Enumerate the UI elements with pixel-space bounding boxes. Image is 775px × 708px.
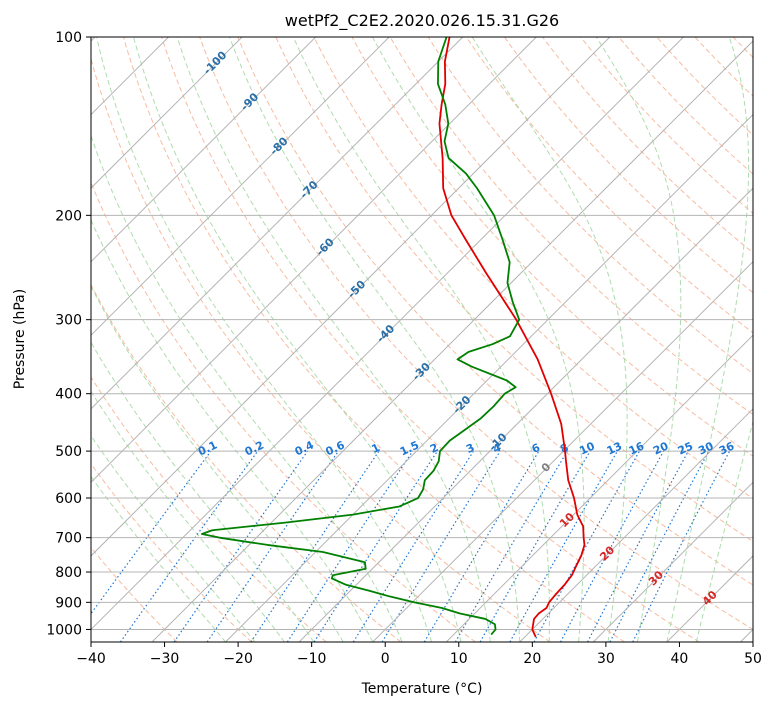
mixing-ratio-label: 30	[696, 439, 716, 457]
dry-adiabat-line	[465, 37, 753, 334]
isotherm-line	[91, 37, 464, 410]
y-tick-label: 200	[55, 208, 82, 224]
mixing-ratio-line	[286, 450, 414, 642]
moist-adiabat-line	[91, 341, 315, 642]
y-tick-label: 500	[55, 444, 82, 460]
dry-adiabat-line	[389, 37, 753, 416]
isotherm-line	[91, 37, 390, 336]
x-tick-label: 40	[671, 651, 689, 667]
moist-adiabat-line	[695, 419, 753, 642]
x-axis-label: Temperature (°C)	[361, 681, 483, 697]
isotherm-line	[224, 113, 753, 642]
mixing-ratio-line	[250, 450, 380, 642]
mixing-ratio-line	[173, 450, 309, 642]
dry-adiabat-line	[161, 37, 700, 642]
mixing-ratio-line	[509, 450, 618, 642]
x-tick-label: 0	[381, 651, 390, 667]
isotherm-line	[371, 260, 753, 642]
dry-adiabat-line	[91, 57, 551, 642]
y-tick-label: 100	[55, 30, 82, 46]
dry-adiabat-line	[122, 37, 625, 642]
isotherm-line	[592, 481, 753, 642]
dry-adiabat-line	[313, 37, 753, 500]
mixing-ratio-line	[632, 450, 731, 642]
moist-adiabat-line	[91, 434, 256, 642]
moist-adiabat-line	[91, 218, 374, 642]
chart-title: wetPf2_C2E2.2020.026.15.31.G26	[285, 11, 559, 31]
mixing-ratio-label: 36	[717, 439, 737, 457]
y-tick-label: 400	[55, 387, 82, 403]
isotherm-line	[298, 187, 753, 642]
x-tick-label: −40	[76, 651, 106, 667]
mixing-ratio-label: 20	[651, 439, 671, 457]
mixing-ratio-line	[119, 450, 259, 642]
y-tick-label: 600	[55, 491, 82, 507]
moist-adiabat-line	[229, 37, 521, 642]
plot-area: -100-90-80-70-60-50-40-30-20-10010203040…	[91, 37, 753, 642]
dry-adiabat-line	[275, 37, 753, 542]
x-axis: −40 −30 −20 −10 0 10 20 30 40 50	[76, 642, 762, 667]
isotherm-line	[91, 37, 243, 189]
x-tick-label: 20	[523, 651, 541, 667]
moist-adiabat-line	[96, 37, 432, 642]
dry-adiabat-line	[618, 37, 753, 175]
mixing-ratio-line	[381, 450, 501, 642]
x-tick-label: −20	[223, 651, 253, 667]
isotherm-line	[91, 37, 538, 484]
moist-adiabat-line	[176, 37, 491, 642]
y-tick-label: 1000	[46, 622, 82, 638]
moist-adiabat-line	[91, 475, 226, 642]
moist-adiabat-line	[292, 37, 550, 642]
y-tick-label: 700	[55, 531, 82, 547]
dry-adiabat-line	[351, 37, 753, 457]
dry-adiabat-line	[237, 37, 753, 586]
y-tick-label: 300	[55, 313, 82, 329]
dewpoint-profile-line	[201, 37, 521, 636]
y-axis-label: Pressure (hPa)	[12, 289, 28, 389]
dry-adiabat-line	[541, 37, 753, 254]
isotherm-line	[151, 40, 753, 642]
mixing-ratio-label: 16	[627, 439, 647, 457]
dry-adiabat-line	[503, 37, 753, 294]
plot-frame	[90, 36, 754, 643]
x-tick-label: −30	[150, 651, 180, 667]
x-tick-label: −10	[297, 651, 327, 667]
moist-adiabat-line	[372, 37, 585, 642]
isotherm-line	[91, 37, 685, 631]
moist-adiabats	[91, 37, 753, 642]
isotherm-line	[91, 37, 611, 557]
dry-adiabat-line	[199, 37, 753, 631]
temperature-profile-line	[438, 37, 586, 638]
dry-adiabat-line	[91, 463, 253, 642]
moist-adiabat-line	[471, 37, 628, 642]
moist-adiabat-line	[91, 285, 344, 642]
y-tick-label: 900	[55, 595, 82, 611]
dry-adiabat-line	[427, 37, 753, 375]
mixing-ratio-label: 10	[577, 439, 597, 457]
isobar-gridlines	[91, 37, 753, 630]
mixing-ratio-label: 13	[605, 439, 624, 457]
x-tick-label: 10	[450, 651, 468, 667]
y-axis: 100 200 300 400 500 600 700 800 900 1000	[46, 30, 91, 638]
isotherm-line	[445, 334, 753, 642]
x-tick-label: 30	[597, 651, 615, 667]
mixing-ratio-line	[559, 450, 665, 642]
isotherm-line	[519, 408, 753, 642]
mixing-ratio-line	[91, 450, 212, 615]
mixing-ratio-line	[313, 450, 438, 642]
moist-adiabat-line	[133, 37, 462, 642]
dry-adiabats	[91, 37, 753, 642]
isotherm-line	[91, 37, 317, 263]
y-tick-label: 800	[55, 565, 82, 581]
moist-adiabat-line	[666, 37, 750, 642]
x-tick-label: 50	[744, 651, 762, 667]
mixing-ratio-label: 25	[676, 439, 695, 457]
series-lines	[201, 37, 586, 638]
moist-adiabat-line	[595, 37, 682, 642]
mixing-ratio-line	[206, 450, 339, 642]
skewed-isotherms	[91, 37, 753, 642]
